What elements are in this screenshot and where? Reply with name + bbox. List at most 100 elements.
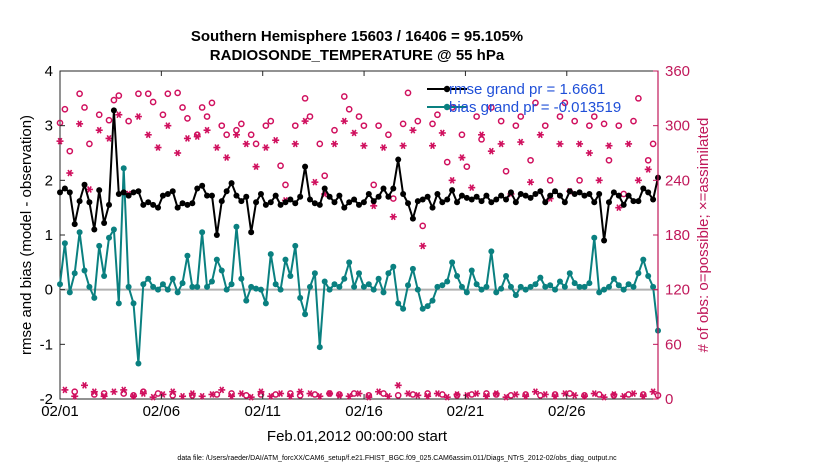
bias-point bbox=[620, 286, 627, 293]
bias-point bbox=[458, 283, 465, 290]
y-right-tick-label: 300 bbox=[665, 118, 690, 135]
bias-point bbox=[336, 283, 343, 290]
bias-point bbox=[532, 281, 539, 288]
obs-possible-point bbox=[399, 120, 407, 128]
obs-assimilated-point bbox=[183, 134, 191, 142]
bias-point bbox=[321, 278, 328, 285]
obs-assimilated-point bbox=[595, 176, 603, 184]
bias-point bbox=[174, 289, 181, 296]
obs-possible-point bbox=[429, 120, 436, 128]
rmse-point bbox=[375, 193, 382, 200]
rmse-point bbox=[233, 192, 240, 199]
bias-point bbox=[395, 300, 402, 307]
obs-possible-point bbox=[247, 131, 255, 139]
rmse-point bbox=[243, 193, 250, 200]
obs-assimilated-point bbox=[213, 144, 221, 151]
rmse-point bbox=[537, 188, 544, 195]
bias-point bbox=[630, 283, 637, 290]
obs-possible-point bbox=[223, 131, 231, 139]
rmse-point bbox=[287, 196, 294, 203]
bias-point bbox=[522, 286, 529, 293]
obs-assimilated-point bbox=[639, 392, 647, 400]
obs-possible-point bbox=[321, 172, 329, 180]
bias-point bbox=[57, 281, 63, 288]
obs-assimilated-point bbox=[649, 388, 657, 396]
rmse-point bbox=[346, 199, 353, 206]
obs-possible-point bbox=[630, 117, 637, 125]
bias-point bbox=[184, 252, 191, 259]
bias-point bbox=[503, 273, 510, 279]
rmse-point bbox=[282, 199, 289, 206]
obs-possible-point bbox=[595, 391, 603, 398]
rmse-point bbox=[125, 192, 132, 199]
obs-assimilated-point bbox=[482, 392, 490, 400]
obs-assimilated-point bbox=[522, 392, 530, 400]
x-tick-label: 02/26 bbox=[548, 403, 586, 420]
bias-point bbox=[365, 281, 372, 288]
rmse-point bbox=[76, 198, 83, 205]
y-right-tick-label: 120 bbox=[665, 282, 690, 299]
obs-assimilated-point bbox=[375, 388, 383, 396]
y-left-tick-label: 0 bbox=[45, 282, 53, 299]
obs-possible-point bbox=[512, 122, 520, 130]
obs-assimilated-point bbox=[203, 126, 211, 134]
obs-assimilated-point bbox=[277, 390, 285, 397]
obs-assimilated-point bbox=[365, 393, 373, 401]
obs-assimilated-point bbox=[414, 391, 422, 399]
bias-point bbox=[429, 297, 436, 304]
obs-assimilated-point bbox=[502, 393, 510, 401]
bias-point bbox=[400, 305, 407, 312]
obs-assimilated-point bbox=[228, 392, 236, 400]
obs-possible-point bbox=[561, 99, 569, 107]
axis-ticks-layer: 02/01 02/06 02/11 02/16 02/21 02/26 -2 -1 0 1 2 3 4 0… bbox=[40, 63, 690, 420]
bias-point bbox=[552, 286, 559, 293]
bias-point bbox=[454, 273, 461, 279]
obs-assimilated-point bbox=[66, 169, 74, 177]
obs-possible-point bbox=[115, 92, 123, 99]
bias-point bbox=[405, 282, 412, 289]
y-right-tick-label: 180 bbox=[665, 227, 690, 244]
obs-assimilated-point bbox=[149, 393, 157, 401]
obs-assimilated-point bbox=[424, 392, 432, 400]
obs-possible-point bbox=[635, 94, 642, 102]
rmse-point bbox=[267, 199, 274, 206]
obs-assimilated-point bbox=[208, 391, 216, 398]
rmse-point bbox=[150, 201, 157, 208]
rmse-point bbox=[601, 237, 608, 244]
obs-possible-point bbox=[581, 392, 588, 399]
bias-point bbox=[341, 275, 348, 282]
obs-assimilated-point bbox=[188, 390, 196, 397]
obs-possible-point bbox=[345, 105, 353, 113]
obs-possible-point bbox=[336, 391, 343, 398]
rmse-point bbox=[86, 199, 93, 206]
bias-point bbox=[150, 283, 157, 290]
rmse-point bbox=[527, 194, 534, 201]
rmse-point bbox=[145, 199, 152, 206]
obs-assimilated-point bbox=[144, 131, 152, 139]
bias-point bbox=[419, 305, 426, 312]
obs-possible-point bbox=[443, 158, 451, 166]
rmse-point bbox=[159, 192, 166, 199]
obs-possible-point bbox=[277, 162, 284, 170]
rmse-point bbox=[115, 191, 122, 197]
rmse-point bbox=[507, 189, 514, 196]
rmse-point bbox=[449, 187, 456, 194]
obs-assimilated-point bbox=[198, 392, 206, 400]
obs-assimilated-point bbox=[399, 142, 407, 150]
rmse-point bbox=[591, 199, 598, 206]
bias-point bbox=[434, 283, 441, 290]
obs-possible-point bbox=[468, 391, 476, 398]
obs-possible-point bbox=[306, 113, 314, 120]
bias-point bbox=[204, 283, 211, 290]
bias-point bbox=[385, 270, 392, 277]
obs-possible-point bbox=[233, 126, 240, 134]
obs-possible-point bbox=[546, 176, 554, 184]
bias-point bbox=[253, 285, 260, 292]
obs-assimilated-point bbox=[512, 391, 520, 398]
x-axis-label: Feb.01,2012 00:00:00 start bbox=[267, 428, 448, 445]
obs-possible-point bbox=[282, 181, 289, 189]
x-tick-label: 02/06 bbox=[143, 403, 181, 420]
bias-point bbox=[409, 265, 416, 272]
rmse-point bbox=[493, 196, 500, 203]
bias-point bbox=[370, 286, 377, 293]
